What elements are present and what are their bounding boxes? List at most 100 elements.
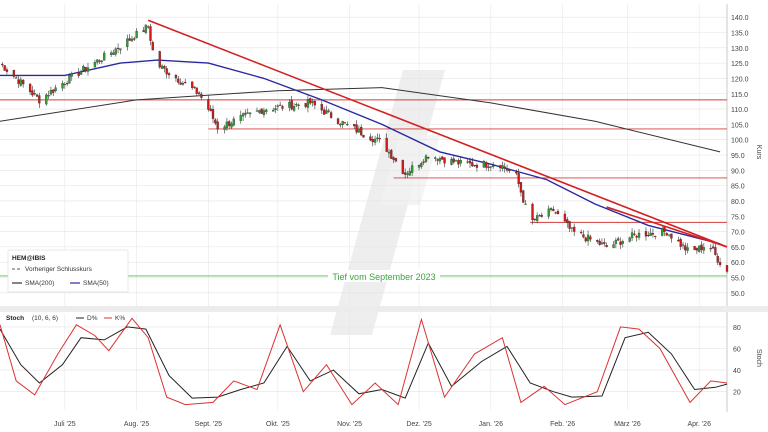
- candle-body: [422, 161, 425, 163]
- candle-body: [96, 59, 99, 63]
- candle-body: [135, 30, 138, 38]
- price-tick-label: 105.0: [731, 122, 749, 129]
- candle-body: [637, 232, 641, 238]
- candle-body: [306, 99, 310, 108]
- candle-body: [329, 112, 333, 118]
- candle-body: [28, 83, 32, 93]
- candle-body: [207, 99, 210, 110]
- moving-averages: [0, 59, 721, 245]
- candlesticks: [1, 23, 729, 274]
- level-label: Tief vom September 2023: [332, 272, 435, 282]
- candle-body: [466, 161, 469, 163]
- candle-body: [12, 70, 16, 77]
- candle-body: [147, 26, 150, 28]
- price-tick-label: 115.0: [731, 92, 748, 99]
- candle-body: [487, 166, 490, 168]
- candle-body: [255, 110, 259, 112]
- candle-body: [603, 242, 606, 244]
- candle-body: [346, 124, 349, 126]
- candle-body: [100, 60, 104, 62]
- sma50-line: [0, 59, 721, 245]
- candle-body: [408, 171, 411, 176]
- candle-body: [573, 226, 576, 232]
- candle-body: [716, 255, 719, 263]
- candle-body: [167, 73, 171, 76]
- price-tick-label: 140.0: [731, 15, 749, 22]
- candle-body: [552, 209, 555, 211]
- date-tick-label: Okt. '25: [266, 421, 290, 428]
- level-label-bg: [328, 270, 440, 282]
- candle-body: [5, 69, 9, 72]
- stoch-tick-label: 20: [733, 390, 741, 397]
- candle-body: [628, 237, 631, 242]
- candle-body: [86, 67, 90, 72]
- candle-body: [438, 158, 442, 162]
- candle-body: [450, 158, 453, 165]
- candle-body: [686, 247, 689, 251]
- date-tick-label: Aug. '25: [124, 421, 150, 428]
- candle-body: [149, 26, 152, 41]
- candle-body: [179, 82, 182, 85]
- candle-body: [698, 245, 701, 252]
- candle-body: [295, 103, 298, 106]
- candle-body: [596, 240, 599, 242]
- candle-body: [177, 78, 180, 83]
- candle-body: [17, 79, 20, 84]
- candle-body: [663, 226, 666, 232]
- candle-body: [214, 119, 217, 124]
- trendline: [147, 19, 728, 248]
- candle-body: [376, 137, 379, 139]
- candle-body: [313, 101, 317, 106]
- candle-body: [508, 169, 511, 172]
- candle-body: [130, 38, 134, 42]
- candle-body: [151, 42, 154, 51]
- candle-body: [390, 150, 393, 159]
- candle-body: [109, 52, 113, 55]
- candle-body: [677, 239, 680, 242]
- candle-body: [630, 232, 634, 239]
- candle-body: [355, 124, 358, 133]
- candle-body: [505, 168, 509, 171]
- candle-body: [195, 87, 198, 94]
- price-tick-label: 95.0: [731, 153, 745, 160]
- price-tick-label: 120.0: [731, 76, 749, 83]
- candle-body: [82, 66, 85, 71]
- candle-body: [635, 235, 638, 238]
- candle-body: [679, 239, 682, 247]
- candle-body: [436, 159, 439, 161]
- stoch-y-axis: 20 40 60 80: [733, 325, 741, 397]
- candle-body: [718, 262, 722, 266]
- candle-body: [45, 94, 48, 105]
- candle-body: [276, 105, 279, 107]
- candle-body: [84, 67, 87, 72]
- candle-body: [531, 203, 534, 221]
- candle-body: [614, 239, 618, 244]
- candle-body: [258, 110, 261, 113]
- candle-body: [619, 241, 622, 245]
- candle-body: [165, 68, 168, 75]
- candle-body: [244, 112, 247, 115]
- date-tick-label: Sept. '25: [195, 421, 223, 428]
- candle-body: [174, 74, 178, 79]
- legend-sma50: SMA(50): [83, 280, 109, 287]
- price-grid: [0, 4, 727, 306]
- panel-separator: [0, 306, 768, 312]
- candle-body: [262, 110, 266, 115]
- candle-body: [112, 52, 115, 55]
- candle-body: [54, 87, 57, 92]
- price-tick-label: 75.0: [731, 214, 745, 221]
- candle-body: [693, 246, 696, 251]
- candle-body: [498, 165, 502, 169]
- candle-body: [566, 219, 569, 224]
- price-tick-label: 135.0: [731, 31, 749, 38]
- date-tick-label: März '26: [614, 421, 641, 428]
- price-y-axis: 50.0 55.0 60.0 65.0 70.0 75.0 80.0 85.0 90.0 95.0…: [726, 4, 749, 412]
- candle-body: [353, 124, 356, 127]
- candle-body: [38, 95, 41, 104]
- candle-body: [378, 138, 381, 140]
- candle-body: [649, 232, 652, 236]
- candle-body: [228, 121, 231, 126]
- candle-body: [61, 83, 64, 89]
- price-tick-label: 110.0: [731, 107, 748, 114]
- candle-body: [126, 38, 129, 47]
